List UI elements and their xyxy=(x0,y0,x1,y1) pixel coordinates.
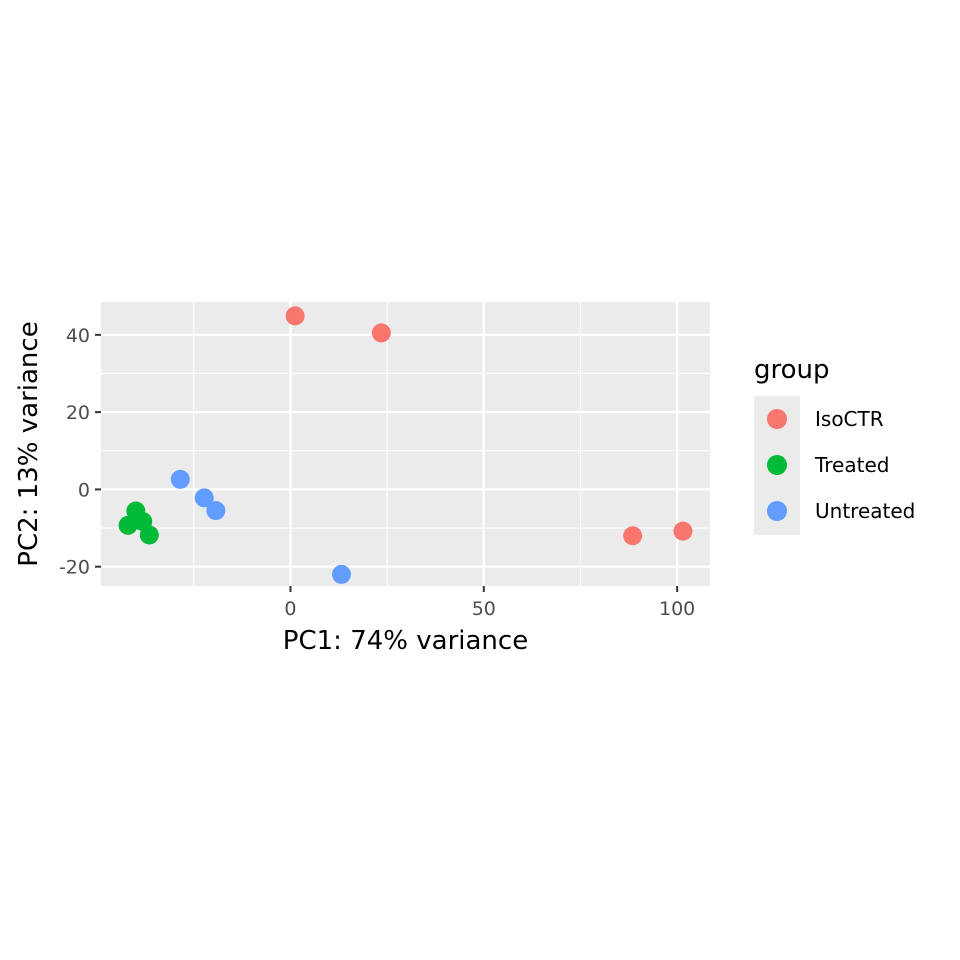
x-axis-title: PC1: 74% variance xyxy=(283,626,528,656)
minor-gridlines xyxy=(101,302,710,586)
legend-key-treated xyxy=(767,455,787,475)
legend-label-treated: Treated xyxy=(814,453,889,477)
legend-label-untreated: Untreated xyxy=(815,499,915,523)
y-tick-label: -20 xyxy=(59,557,90,579)
point-isoctr xyxy=(285,306,305,326)
point-untreated xyxy=(170,469,190,489)
point-treated xyxy=(139,525,159,545)
x-tick-label: 50 xyxy=(472,598,496,620)
point-untreated xyxy=(332,564,352,584)
legend-keys: IsoCTR Treated Untreated xyxy=(754,396,915,535)
legend-label-isoctr: IsoCTR xyxy=(815,407,884,431)
panel-background xyxy=(101,302,710,586)
y-tick-labels: -20 0 20 40 xyxy=(59,325,90,579)
point-untreated xyxy=(194,488,214,508)
legend-title: group xyxy=(754,355,830,385)
point-isoctr xyxy=(673,521,693,541)
point-isoctr xyxy=(623,526,643,546)
point-untreated xyxy=(206,501,226,521)
x-tick-label: 0 xyxy=(284,598,296,620)
y-tick-label: 40 xyxy=(66,325,90,347)
data-points xyxy=(118,306,693,584)
x-tick-label: 100 xyxy=(659,598,695,620)
y-tick-label: 20 xyxy=(66,402,90,424)
y-axis-title: PC2: 13% variance xyxy=(14,321,44,566)
x-tick-labels: 0 50 100 xyxy=(284,598,695,620)
legend-key-isoctr xyxy=(767,409,787,429)
legend: group IsoCTR Treated Untreated xyxy=(754,355,915,535)
point-treated xyxy=(118,515,138,535)
point-isoctr xyxy=(371,323,391,343)
y-tick-label: 0 xyxy=(78,479,90,501)
legend-key-untreated xyxy=(767,501,787,521)
axis-ticks xyxy=(95,333,679,592)
